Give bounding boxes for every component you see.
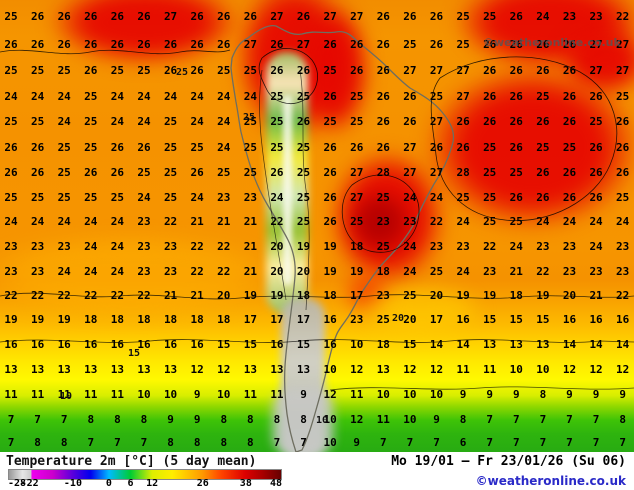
contour-value-label: 10 bbox=[60, 391, 73, 402]
contour-line bbox=[329, 386, 634, 391]
patagonia-cold-area bbox=[272, 388, 334, 452]
contour-value-label: 10 bbox=[316, 415, 329, 426]
south-america-coastline bbox=[230, 24, 455, 452]
contour-line bbox=[299, 69, 310, 311]
scale-tick: -10 bbox=[63, 478, 82, 489]
scale-tick: 48 bbox=[269, 478, 282, 489]
contour-line bbox=[430, 56, 618, 222]
contour-line bbox=[0, 49, 231, 55]
contour-value-label: 20 bbox=[392, 313, 405, 324]
map-title: Temperature 2m [°C] (5 day mean) bbox=[6, 454, 257, 469]
map-watermark: ©weatheronline.co.uk bbox=[483, 36, 621, 49]
coastline-contours-layer bbox=[0, 24, 634, 452]
contour-line bbox=[259, 69, 287, 301]
scale-tick: 38 bbox=[239, 478, 252, 489]
contour-line bbox=[0, 339, 634, 343]
andes-snow-line bbox=[283, 95, 292, 285]
contour-value-label: 25 bbox=[243, 112, 256, 123]
legend-footer: Temperature 2m [°C] (5 day mean) Mo 19/0… bbox=[0, 452, 634, 490]
temperature-map: 25 26 26 26 26 26 27 26 26 26 27 26 27 27 26 26 26 25 25 26… bbox=[0, 0, 634, 452]
temperature-color-scale bbox=[8, 469, 282, 480]
contour-value-label: 25 bbox=[176, 67, 189, 78]
scale-tick: -22 bbox=[20, 478, 39, 489]
contour-line bbox=[258, 48, 318, 104]
scale-tick: 12 bbox=[146, 478, 159, 489]
contour-value-label: 15 bbox=[128, 348, 141, 359]
contour-line bbox=[0, 292, 634, 300]
date-range-label: Mo 19/01 — Fr 23/01/26 (Su 06) bbox=[391, 454, 626, 469]
scale-tick-labels: -28 -22 -10 0 6 12 26 38 48 bbox=[8, 479, 282, 490]
scale-tick: 26 bbox=[196, 478, 209, 489]
scale-tick: 6 bbox=[127, 478, 134, 489]
scale-tick: -28 bbox=[8, 478, 27, 489]
copyright-link[interactable]: ©weatheronline.co.uk bbox=[475, 474, 626, 488]
contour-line bbox=[341, 174, 420, 253]
scale-tick: 0 bbox=[105, 478, 112, 489]
